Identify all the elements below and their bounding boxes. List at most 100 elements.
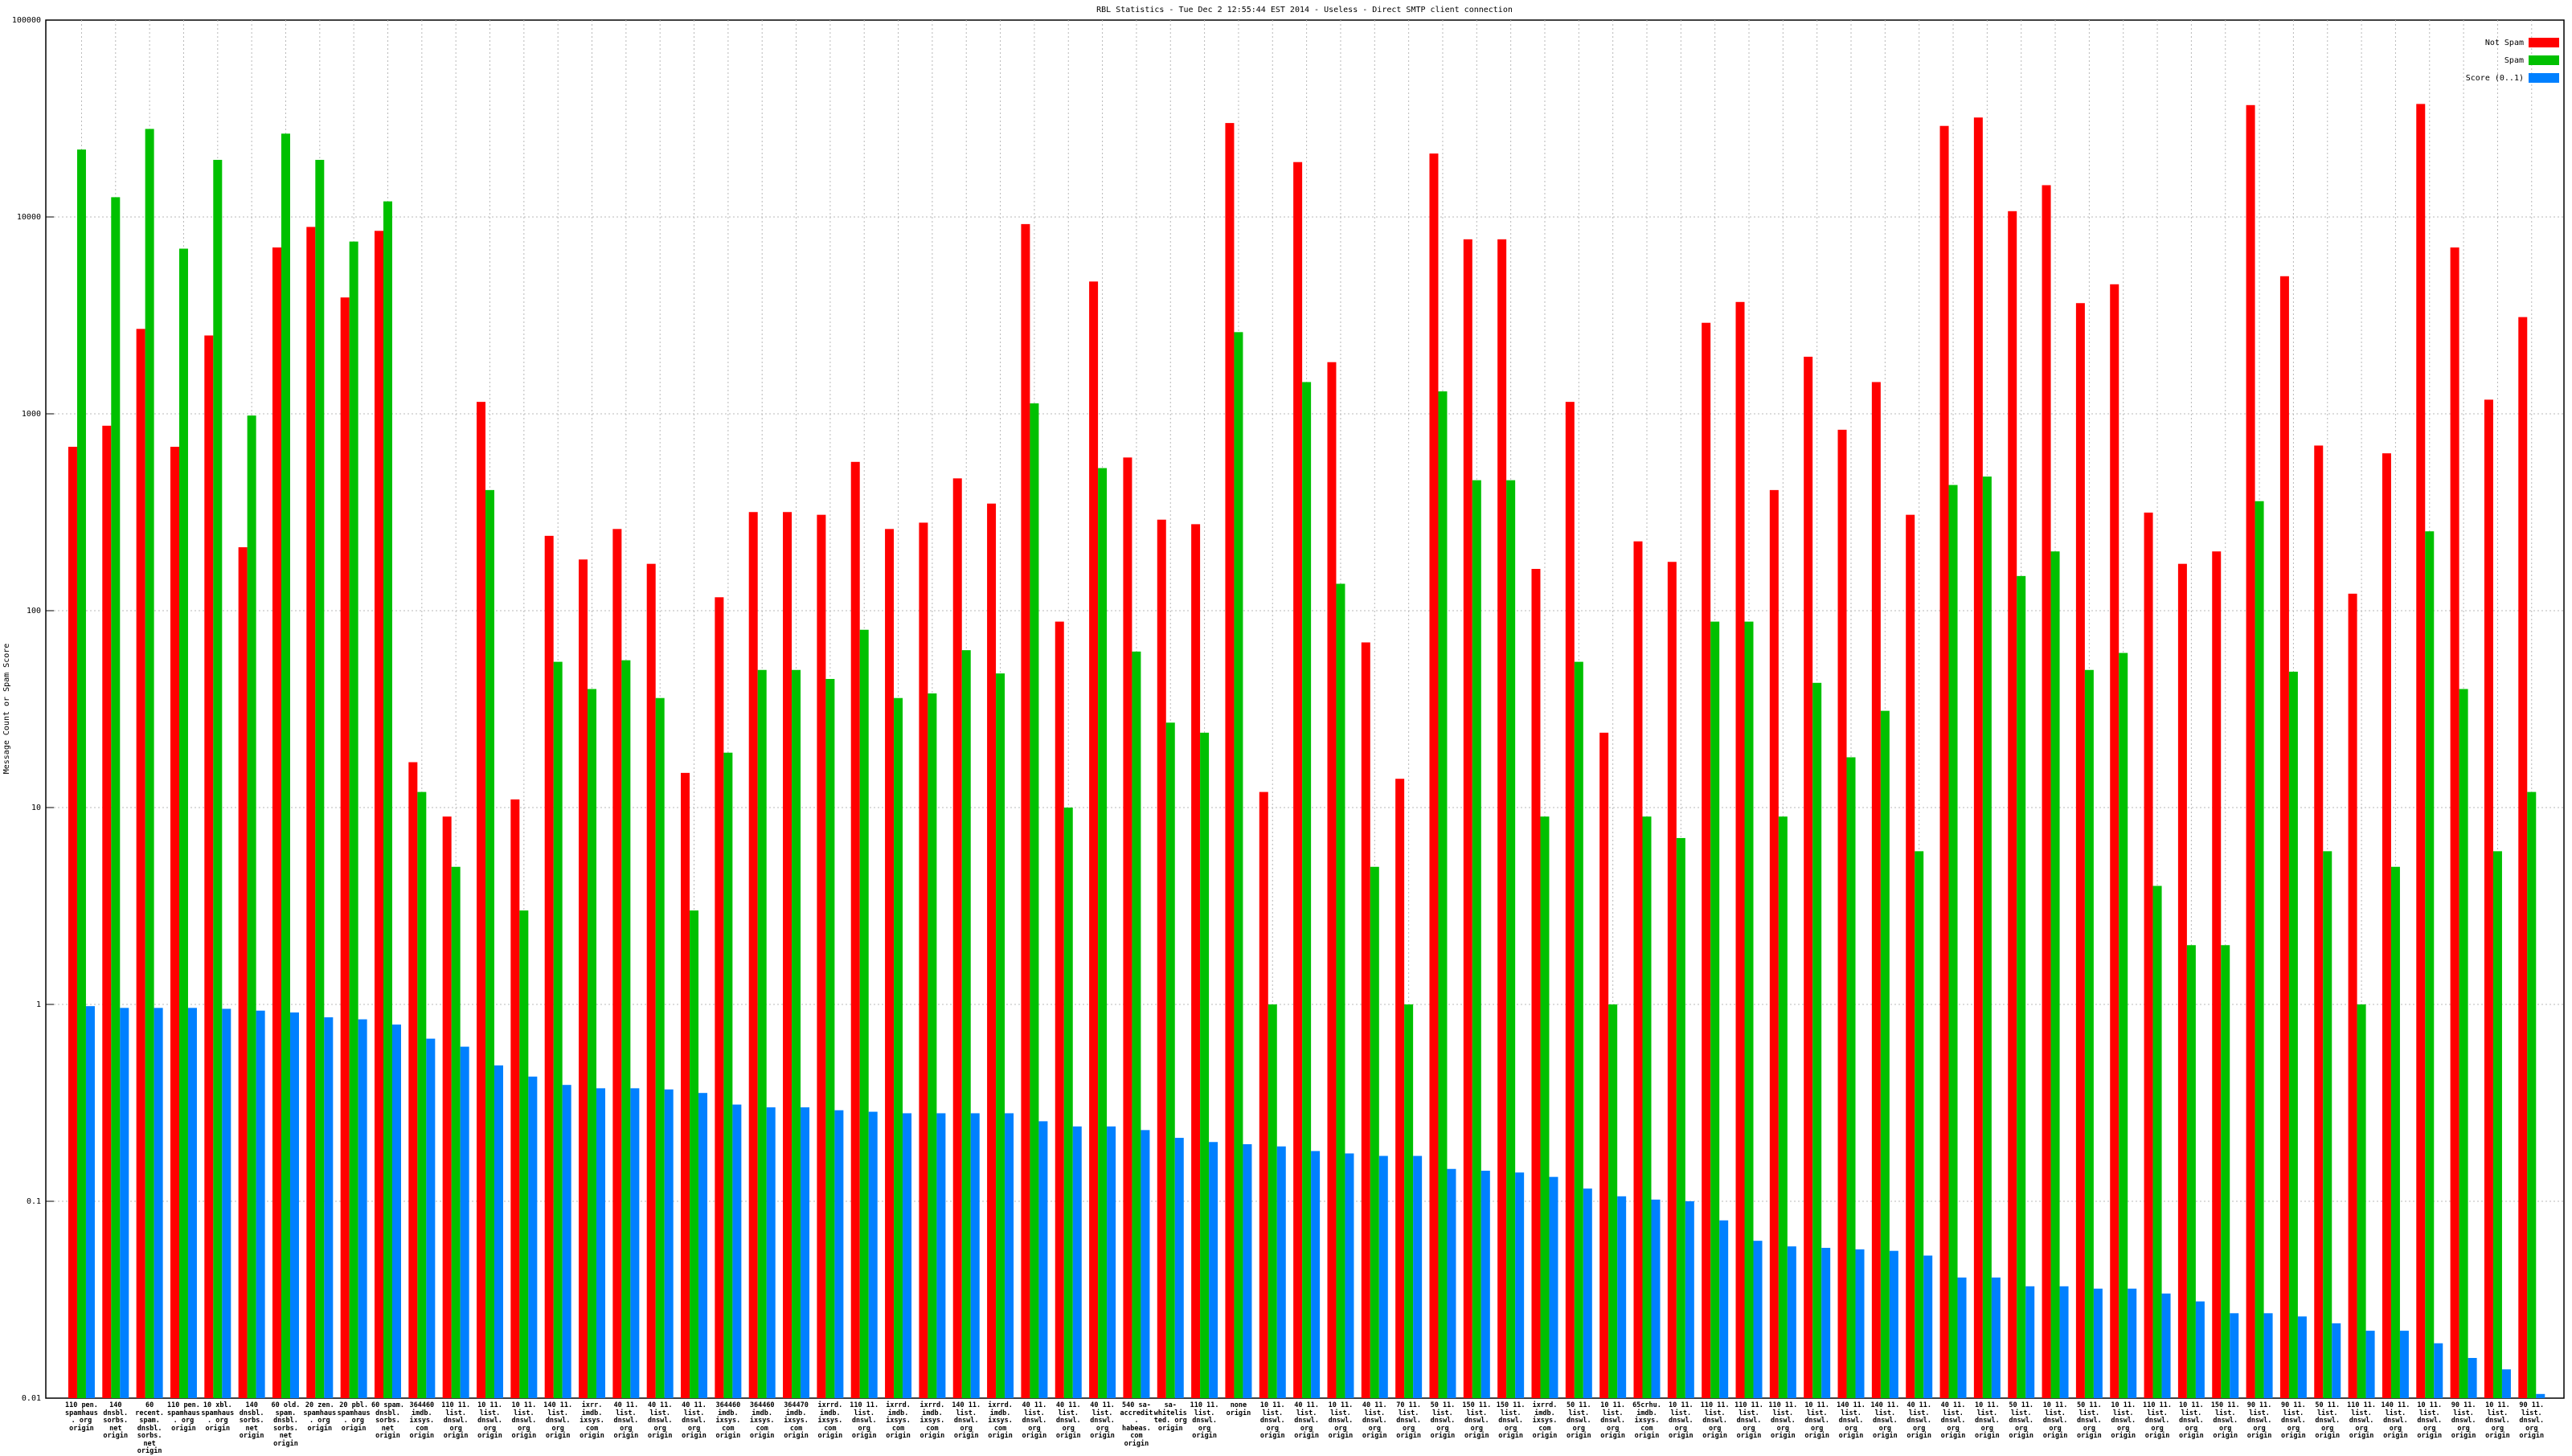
bar — [2161, 1293, 2171, 1398]
bar — [766, 1107, 776, 1398]
bar — [1141, 1130, 1150, 1398]
bar — [664, 1089, 674, 1398]
x-tick-label: 540 sa-accredit. habeas. com origin — [1120, 1401, 1153, 1448]
chart-title: RBL Statistics - Tue Dec 2 12:55:44 EST … — [1096, 6, 1513, 14]
bar — [315, 159, 325, 1398]
bar — [1778, 816, 1788, 1398]
x-tick-label: 10 11. list. dnswl. org origin — [511, 1401, 537, 1440]
bar — [1957, 1277, 1967, 1398]
bar — [2536, 1393, 2545, 1398]
bar — [825, 678, 835, 1398]
bar — [596, 1088, 606, 1398]
bar — [1939, 125, 1949, 1398]
x-tick-label: 40 11. list. dnswl. org origin — [1090, 1401, 1115, 1440]
bar — [1429, 153, 1439, 1398]
bar — [1837, 429, 1847, 1398]
bar — [1642, 816, 1652, 1398]
bar — [715, 597, 724, 1398]
x-tick-label: 10 11. list. dnswl. org origin — [1600, 1401, 1626, 1440]
x-tick-label: 10 11. list. dnswl. org origin — [2111, 1401, 2136, 1440]
bar — [2017, 575, 2026, 1398]
bar — [1880, 710, 1890, 1398]
bar — [391, 1025, 401, 1398]
x-tick-label: 40 11. list. dnswl. org origin — [682, 1401, 706, 1440]
x-tick-label: 40 11. list. dnswl. org origin — [647, 1401, 673, 1440]
x-tick-label: 150 11. list. dnswl. org origin — [1496, 1401, 1526, 1440]
bar — [2059, 1286, 2069, 1398]
x-tick-label: 110 pen. spamhaus. org origin — [64, 1401, 98, 1433]
bar — [1132, 651, 1141, 1398]
bar — [1438, 391, 1448, 1399]
bar — [289, 1012, 299, 1398]
x-tick-label: 140 11. list. dnswl. org origin — [2381, 1401, 2410, 1440]
x-tick-label: 140 dnsbl. sorbs. net origin — [239, 1401, 264, 1440]
bar — [894, 697, 903, 1398]
bar — [2527, 791, 2537, 1398]
bar — [1906, 514, 1915, 1398]
bar — [562, 1085, 571, 1398]
x-tick-label: 90 11. list. dnswl. org origin — [2246, 1401, 2272, 1440]
x-tick-label: 10 11. list. dnswl. org origin — [2417, 1401, 2443, 1440]
bar — [681, 772, 690, 1398]
bar — [136, 329, 145, 1398]
bar — [2357, 1004, 2366, 1398]
bar — [111, 197, 121, 1399]
bar — [553, 661, 563, 1398]
bar — [1157, 519, 1166, 1399]
bar — [2093, 1288, 2103, 1398]
bar — [442, 816, 452, 1398]
x-tick-label: 110 11. list. dnswl. org origin — [2347, 1401, 2376, 1440]
bar — [2425, 531, 2435, 1398]
bar — [1991, 1277, 2001, 1398]
bar — [1812, 682, 1822, 1398]
x-tick-label: ixrrd. imdb. ixsys. com origin — [886, 1401, 911, 1440]
bar — [1089, 281, 1099, 1398]
bar — [324, 1017, 334, 1398]
x-tick-label: 60 old. spam. dnsbl. sorbs. net origin — [271, 1401, 301, 1448]
x-tick-label: 40 11. list. dnswl. org origin — [613, 1401, 639, 1440]
x-tick-label: 40 11. list. dnswl. org origin — [1055, 1401, 1081, 1440]
bar — [2128, 1288, 2137, 1398]
x-tick-label: 60 recent. spam. dnsbl. sorbs. net origi… — [135, 1401, 165, 1455]
x-tick-label: 110 11. list. dnswl. org origin — [1190, 1401, 1219, 1440]
x-tick-label: 10 11. list. dnswl. org origin — [2042, 1401, 2068, 1440]
bar — [2434, 1343, 2443, 1398]
bar — [579, 559, 588, 1399]
bar — [2084, 669, 2094, 1398]
bar — [1200, 732, 1210, 1398]
bar — [2518, 317, 2528, 1398]
bar — [2468, 1357, 2477, 1398]
x-tick-label: 10 11. list. dnswl. org origin — [1259, 1401, 1285, 1440]
bar — [2212, 551, 2222, 1398]
x-tick-label: sa-whitelisted. org origin — [1153, 1401, 1187, 1433]
bar — [1268, 1004, 1277, 1398]
bar — [510, 799, 520, 1398]
bar — [1021, 223, 1030, 1399]
bar — [1804, 356, 1813, 1398]
bar — [68, 447, 77, 1398]
x-tick-label: 110 11. list. dnswl. org origin — [850, 1401, 879, 1440]
bar — [2492, 851, 2502, 1398]
bar — [2332, 1323, 2341, 1398]
x-tick-label: 60 spam. dnsbl. sorbs. net origin — [371, 1401, 404, 1440]
x-tick-label: 364460 imdb. ixsys. com origin — [749, 1401, 775, 1440]
bar — [1447, 1168, 1456, 1398]
bar — [1336, 583, 1345, 1398]
bar — [1948, 485, 1958, 1399]
bar — [1225, 123, 1235, 1399]
x-tick-label: 150 11. list. dnswl. org origin — [1462, 1401, 1492, 1440]
bar — [374, 231, 383, 1398]
bar — [2025, 1286, 2035, 1398]
bar — [1871, 382, 1881, 1398]
bar — [919, 522, 928, 1398]
bar — [868, 1111, 878, 1398]
bar — [1276, 1146, 1286, 1398]
bar — [996, 673, 1005, 1398]
x-tick-label: ixrrd. imdb. ixsys. com origin — [1532, 1401, 1558, 1440]
legend-label: Score (0..1) — [2466, 74, 2524, 83]
bar — [1005, 1113, 1014, 1398]
bar — [2323, 851, 2332, 1398]
y-axis-label: Message Count or Spam Score — [2, 644, 11, 775]
x-tick-label: 140 11. list. dnswl. org origin — [543, 1401, 573, 1440]
